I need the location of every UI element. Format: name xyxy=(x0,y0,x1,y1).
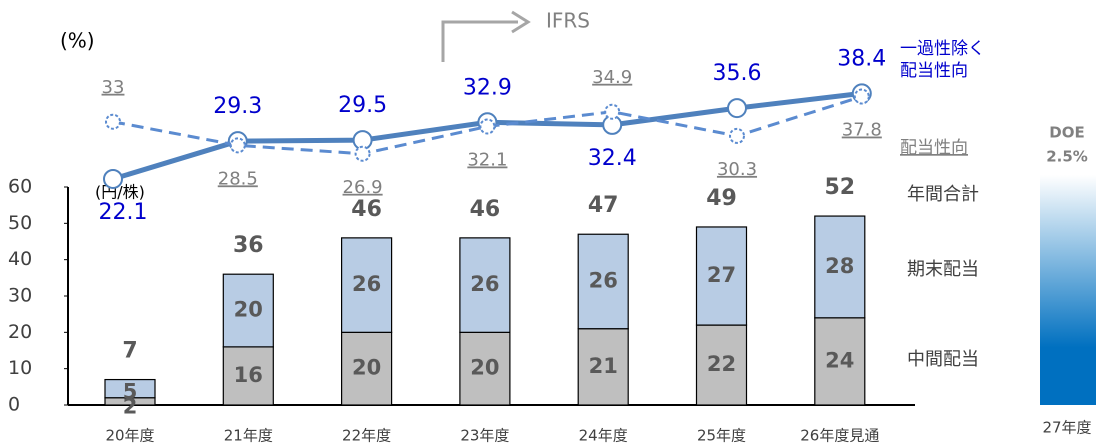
data-label: 28 xyxy=(825,254,854,278)
data-label: 20 xyxy=(234,298,263,322)
y-tick-label: 0 xyxy=(8,394,20,416)
marker xyxy=(354,145,371,162)
marker xyxy=(727,98,747,119)
doe-bar xyxy=(1040,175,1096,405)
x-tick-label: 23年度 xyxy=(460,427,509,445)
data-label: 20 xyxy=(352,356,381,380)
x-tick-label: 26年度見通 xyxy=(800,427,879,445)
total-label: 36 xyxy=(233,233,264,258)
bar-segment xyxy=(577,328,629,406)
data-label: 28.5 xyxy=(218,168,258,189)
data-label: 33 xyxy=(102,77,125,98)
y-tick-label: 20 xyxy=(8,321,32,343)
total-label: 52 xyxy=(824,175,855,200)
marker xyxy=(853,88,870,105)
marker xyxy=(103,168,123,189)
data-label: 21 xyxy=(589,354,618,378)
data-label: 32.1 xyxy=(467,149,507,170)
x-tick-label: 24年度 xyxy=(579,427,628,445)
data-label: 26 xyxy=(470,272,499,296)
doe-value: 2.5% xyxy=(1046,148,1088,166)
total-label: 7 xyxy=(122,339,137,364)
bar-segment xyxy=(814,215,866,319)
total-label: 46 xyxy=(470,197,501,222)
data-label: 26.9 xyxy=(343,177,383,198)
bar-segment xyxy=(695,324,748,406)
x-tick-label: 20年度 xyxy=(105,427,154,445)
y-tick-label: 50 xyxy=(8,212,32,234)
legend-entry: 配当性向 xyxy=(900,138,968,158)
data-label: 26 xyxy=(589,268,618,292)
data-label: 22 xyxy=(707,352,736,376)
y-tick-label: 10 xyxy=(8,357,32,379)
data-label: 24 xyxy=(825,348,854,372)
data-label: 16 xyxy=(234,363,263,387)
bar-segment xyxy=(341,331,393,406)
bar-segment xyxy=(459,331,511,406)
bar-segment xyxy=(695,226,748,326)
line-axis-label: (%) xyxy=(60,29,95,53)
bar-segment xyxy=(459,237,511,333)
doe-title: DOE xyxy=(1049,124,1084,142)
bar-segment xyxy=(104,378,156,399)
data-label: 22.1 xyxy=(99,200,148,225)
ifrs-arrow xyxy=(441,20,518,62)
marker xyxy=(729,127,745,144)
data-label: 20 xyxy=(470,356,499,380)
data-label: 32.4 xyxy=(588,146,637,171)
x-tick-label: 22年度 xyxy=(342,427,391,445)
forecast-category: 27年度 xyxy=(1042,419,1091,437)
marker xyxy=(479,118,496,135)
data-label: 5 xyxy=(123,380,138,404)
data-label: 26 xyxy=(352,272,381,296)
total-label: 46 xyxy=(351,197,382,222)
marker xyxy=(604,103,621,120)
data-label: 29.5 xyxy=(338,93,387,118)
data-label: 38.4 xyxy=(837,46,886,71)
data-label: 34.9 xyxy=(592,67,632,88)
bar-segment xyxy=(341,237,393,333)
y-tick-label: 40 xyxy=(8,248,32,270)
data-label: 37.8 xyxy=(842,120,882,141)
legend-entry: 年間合計 xyxy=(907,184,979,205)
bar-segment xyxy=(222,273,274,348)
total-label: 47 xyxy=(588,193,619,218)
legend-entry: 中間配当 xyxy=(907,349,979,370)
data-label: 32.9 xyxy=(463,75,512,100)
x-tick-label: 25年度 xyxy=(697,427,746,445)
data-label: 35.6 xyxy=(713,61,762,86)
bar-segment xyxy=(814,317,866,406)
x-tick-label: 21年度 xyxy=(224,427,273,445)
data-label: 27 xyxy=(707,263,736,287)
y-tick-label: 60 xyxy=(8,176,32,198)
legend-entry: 期末配当 xyxy=(907,259,979,280)
data-label: 30.3 xyxy=(717,159,757,180)
data-label: 29.3 xyxy=(213,94,262,119)
bar-segment xyxy=(577,233,629,330)
total-label: 49 xyxy=(706,186,737,211)
legend-entry: 一過性除く配当性向 xyxy=(900,39,985,81)
marker xyxy=(229,137,246,154)
annotation: IFRS xyxy=(546,9,590,33)
data-label: 2 xyxy=(123,394,138,418)
ifrs-arrowhead xyxy=(511,10,531,34)
y-tick-label: 30 xyxy=(8,285,32,307)
marker xyxy=(105,113,121,130)
